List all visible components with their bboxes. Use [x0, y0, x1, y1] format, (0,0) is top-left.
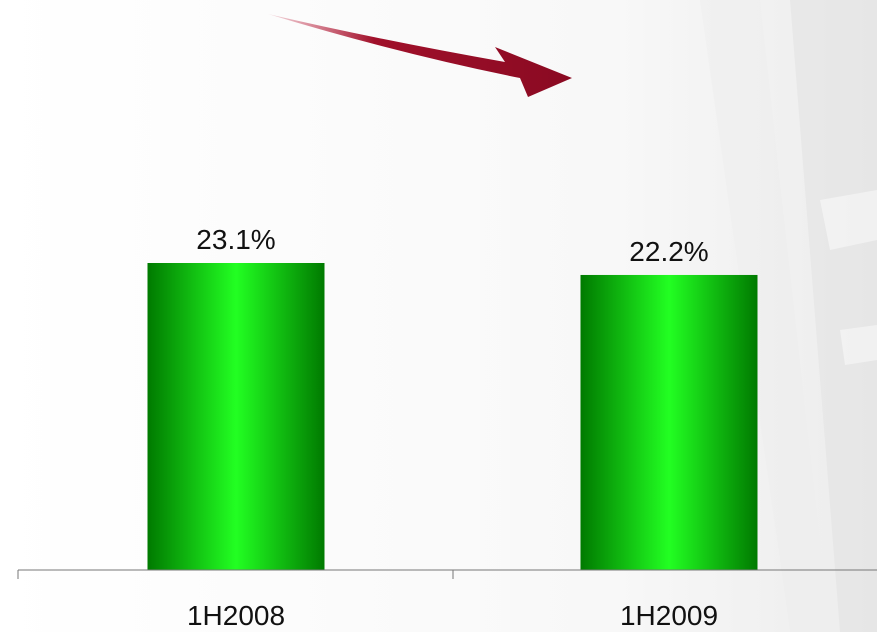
background-decoration [700, 0, 877, 632]
x-tick-label: 1H2008 [187, 600, 285, 631]
data-label: 23.1% [196, 224, 275, 255]
x-axis [17, 569, 877, 579]
bars-layer [147, 263, 758, 570]
bar-1H2008 [147, 263, 325, 570]
bar-1H2009 [580, 274, 758, 570]
trend-arrow-icon [268, 14, 572, 97]
data-label: 22.2% [629, 236, 708, 267]
labels-layer: 23.1% 1H2008 22.2% 1H2009 [187, 224, 718, 631]
x-tick-label: 1H2009 [620, 600, 718, 631]
